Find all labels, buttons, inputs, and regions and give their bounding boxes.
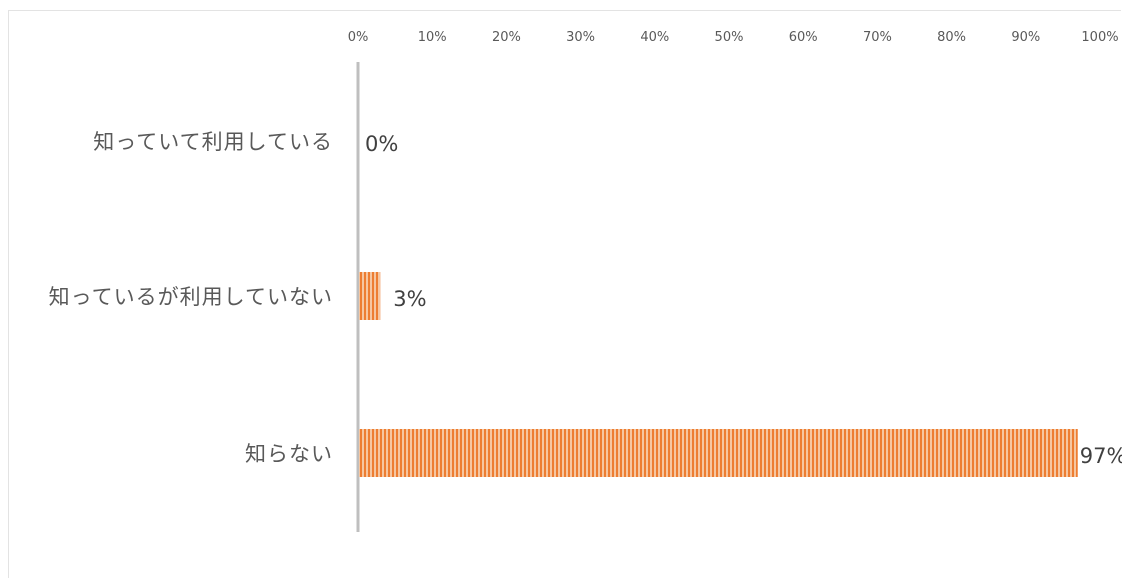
x-tick-label: 60% xyxy=(789,30,818,45)
x-tick-label: 100% xyxy=(1081,30,1118,45)
bar xyxy=(359,429,1078,477)
x-tick-label: 20% xyxy=(492,30,521,45)
data-label: 97% xyxy=(1080,444,1122,468)
data-label: 3% xyxy=(393,287,426,311)
category-label: 知っているが利用していない xyxy=(49,285,333,309)
x-tick-label: 0% xyxy=(348,30,369,45)
x-tick-label: 40% xyxy=(640,30,669,45)
x-tick-label: 90% xyxy=(1011,30,1040,45)
data-label: 0% xyxy=(365,132,398,156)
x-tick-label: 80% xyxy=(937,30,966,45)
x-tick-label: 70% xyxy=(863,30,892,45)
category-label: 知っていて利用している xyxy=(93,130,333,154)
x-tick-label: 10% xyxy=(418,30,447,45)
x-tick-label: 30% xyxy=(566,30,595,45)
chart-frame xyxy=(8,10,1121,578)
x-tick-label: 50% xyxy=(715,30,744,45)
category-label: 知らない xyxy=(245,442,333,466)
bar xyxy=(359,272,381,320)
